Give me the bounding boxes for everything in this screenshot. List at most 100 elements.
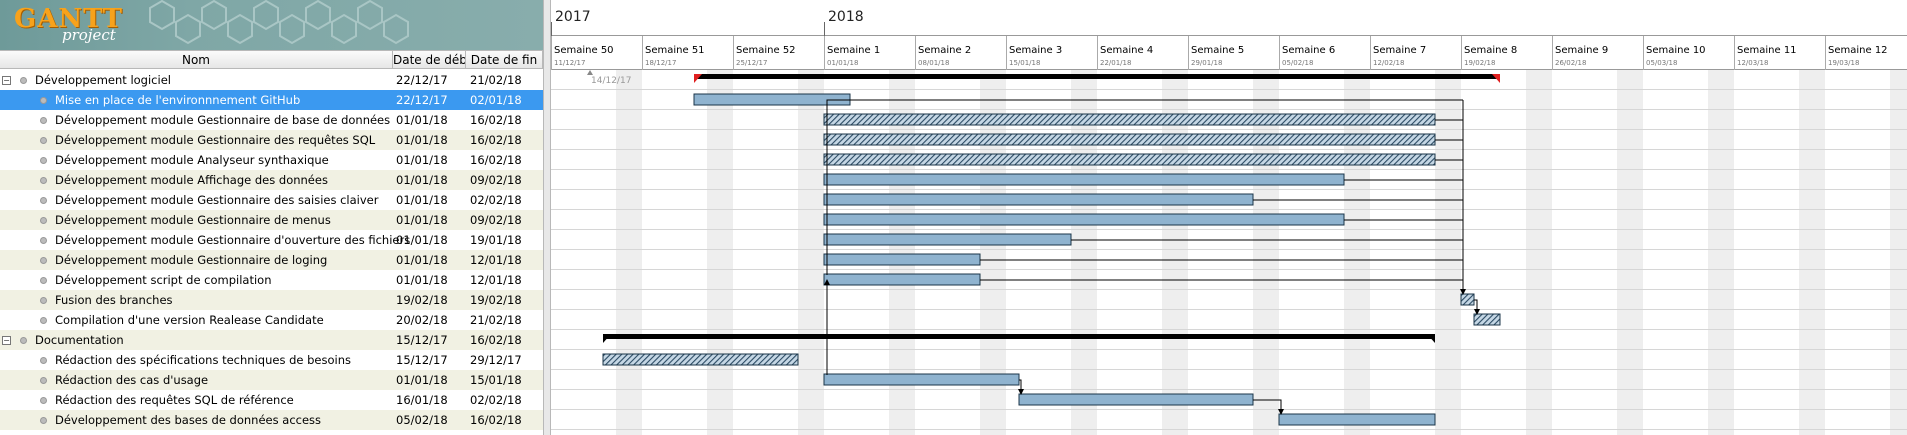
- task-bullet-icon: [40, 117, 47, 124]
- dependency-arrow: [826, 99, 850, 155]
- week-label: Semaine 10: [1646, 45, 1706, 56]
- dependency-arrow: [1018, 379, 1024, 395]
- table-row[interactable]: Développement module Gestionnaire de men…: [0, 210, 543, 230]
- weekend-column: [707, 70, 733, 435]
- task-bar: [823, 233, 1072, 246]
- collapse-toggle-icon[interactable]: −: [2, 76, 11, 85]
- task-name: Rédaction des cas d'usage: [55, 373, 209, 387]
- table-row[interactable]: Développement module Analyseur synthaxiq…: [0, 150, 543, 170]
- column-header-name[interactable]: Nom: [0, 51, 393, 69]
- week-label: Semaine 9: [1555, 45, 1608, 56]
- task-name: Développement module Gestionnaire d'ouve…: [55, 233, 411, 247]
- task-end-date: 16/02/18: [470, 113, 522, 127]
- task-start-date: 01/01/18: [396, 233, 448, 247]
- week-date-label: 12/02/18: [1373, 59, 1404, 67]
- week-label: Semaine 6: [1282, 45, 1335, 56]
- table-row[interactable]: Rédaction des cas d'usage 01/01/18 15/01/1…: [0, 370, 543, 390]
- task-name: Rédaction des requêtes SQL de référence: [55, 393, 294, 407]
- week-date-label: 15/01/18: [1009, 59, 1040, 67]
- task-bar: [823, 273, 981, 286]
- weekend-column: [798, 70, 824, 435]
- summary-end-marker: [1427, 334, 1435, 343]
- gantt-chart: 2017 2018 Semaine 50 11/12/17 Semaine 51 18/1…: [551, 0, 1907, 435]
- task-start-date: 01/01/18: [396, 113, 448, 127]
- table-row[interactable]: Rédaction des requêtes SQL de référence 1…: [0, 390, 543, 410]
- today-label: 14/12/17: [591, 76, 631, 86]
- week-label: Semaine 51: [645, 45, 705, 56]
- collapse-toggle-icon[interactable]: −: [2, 336, 11, 345]
- table-row[interactable]: Fusion des branches 19/02/18 19/02/18: [0, 290, 543, 310]
- task-end-date: 02/02/18: [470, 193, 522, 207]
- week-date-label: 25/12/17: [736, 59, 767, 67]
- task-bullet-icon: [40, 397, 47, 404]
- logo-title: GANTT: [14, 4, 123, 34]
- table-row[interactable]: Développement module Gestionnaire des re…: [0, 130, 543, 150]
- task-name: Développement module Gestionnaire des sa…: [55, 193, 379, 207]
- task-group-row[interactable]: − Documentation 15/12/17 16/02/18: [0, 330, 543, 350]
- table-row[interactable]: Rédaction des spécifications techniques …: [0, 350, 543, 370]
- task-end-date: 16/02/18: [470, 333, 522, 347]
- task-bar: [823, 153, 1436, 166]
- logo-subtitle: project: [62, 26, 116, 44]
- task-start-date: 01/01/18: [396, 153, 448, 167]
- week-label: Semaine 12: [1828, 45, 1888, 56]
- task-end-date: 21/02/18: [470, 313, 522, 327]
- table-row[interactable]: Développement module Gestionnaire de bas…: [0, 110, 543, 130]
- task-name: Développement logiciel: [35, 73, 171, 87]
- week-date-label: 01/01/18: [827, 59, 858, 67]
- table-row[interactable]: Compilation d'une version Realease Candi…: [0, 310, 543, 330]
- task-end-date: 21/02/18: [470, 73, 522, 87]
- column-header-start[interactable]: Date de déb...: [393, 51, 466, 69]
- task-end-date: 15/01/18: [470, 373, 522, 387]
- task-bullet-icon: [40, 197, 47, 204]
- task-start-date: 01/01/18: [396, 193, 448, 207]
- task-name: Compilation d'une version Realease Candi…: [55, 313, 324, 327]
- task-bullet-icon: [20, 77, 27, 84]
- week-label: Semaine 8: [1464, 45, 1517, 56]
- task-bar: [1278, 413, 1436, 426]
- week-date-label: 26/02/18: [1555, 59, 1586, 67]
- week-label: Semaine 4: [1100, 45, 1153, 56]
- week-date-label: 22/01/18: [1100, 59, 1131, 67]
- week-label: Semaine 5: [1191, 45, 1244, 56]
- task-start-date: 22/12/17: [396, 73, 448, 87]
- task-name: Développement script de compilation: [55, 273, 272, 287]
- task-name: Fusion des branches: [55, 293, 173, 307]
- task-table-panel: GANTT project Nom Date de déb... Date de…: [0, 0, 543, 435]
- task-bar: [823, 253, 981, 266]
- week-date-label: 05/03/18: [1646, 59, 1677, 67]
- table-row[interactable]: Développement module Gestionnaire de log…: [0, 250, 543, 270]
- summary-bar: [603, 334, 1435, 339]
- task-bullet-icon: [40, 157, 47, 164]
- dependency-arrow: [826, 99, 850, 275]
- table-row[interactable]: Développement module Gestionnaire d'ouve…: [0, 230, 543, 250]
- today-marker-icon: [587, 70, 593, 75]
- task-end-date: 02/01/18: [470, 93, 522, 107]
- week-label: Semaine 1: [827, 45, 880, 56]
- weekend-column: [616, 70, 642, 435]
- week-date-label: 05/02/18: [1282, 59, 1313, 67]
- task-name: Mise en place de l'environnnement GitHub: [55, 93, 301, 107]
- week-label: Semaine 3: [1009, 45, 1062, 56]
- task-end-date: 16/02/18: [470, 133, 522, 147]
- task-end-date: 19/02/18: [470, 293, 522, 307]
- table-row[interactable]: Développement script de compilation 01/01…: [0, 270, 543, 290]
- task-start-date: 15/12/17: [396, 333, 448, 347]
- task-start-date: 01/01/18: [396, 133, 448, 147]
- task-bar: [823, 373, 1020, 386]
- table-row[interactable]: Développement module Affichage des donné…: [0, 170, 543, 190]
- task-name: Développement module Gestionnaire de log…: [55, 253, 328, 267]
- table-row[interactable]: Mise en place de l'environnnement GitHub…: [0, 90, 543, 110]
- table-row[interactable]: Développement module Gestionnaire des sa…: [0, 190, 543, 210]
- task-start-date: 20/02/18: [396, 313, 448, 327]
- task-group-row[interactable]: − Développement logiciel 22/12/17 21/02/18: [0, 70, 543, 90]
- task-name: Développement module Gestionnaire des re…: [55, 133, 376, 147]
- panel-splitter[interactable]: [543, 0, 551, 435]
- weekend-column: [1526, 70, 1552, 435]
- task-bar: [823, 133, 1436, 146]
- task-bullet-icon: [20, 337, 27, 344]
- table-row[interactable]: Développement des bases de données acces…: [0, 410, 543, 430]
- column-header-end[interactable]: Date de fin: [466, 51, 543, 69]
- year-label: 2017: [555, 9, 591, 25]
- task-bullet-icon: [40, 297, 47, 304]
